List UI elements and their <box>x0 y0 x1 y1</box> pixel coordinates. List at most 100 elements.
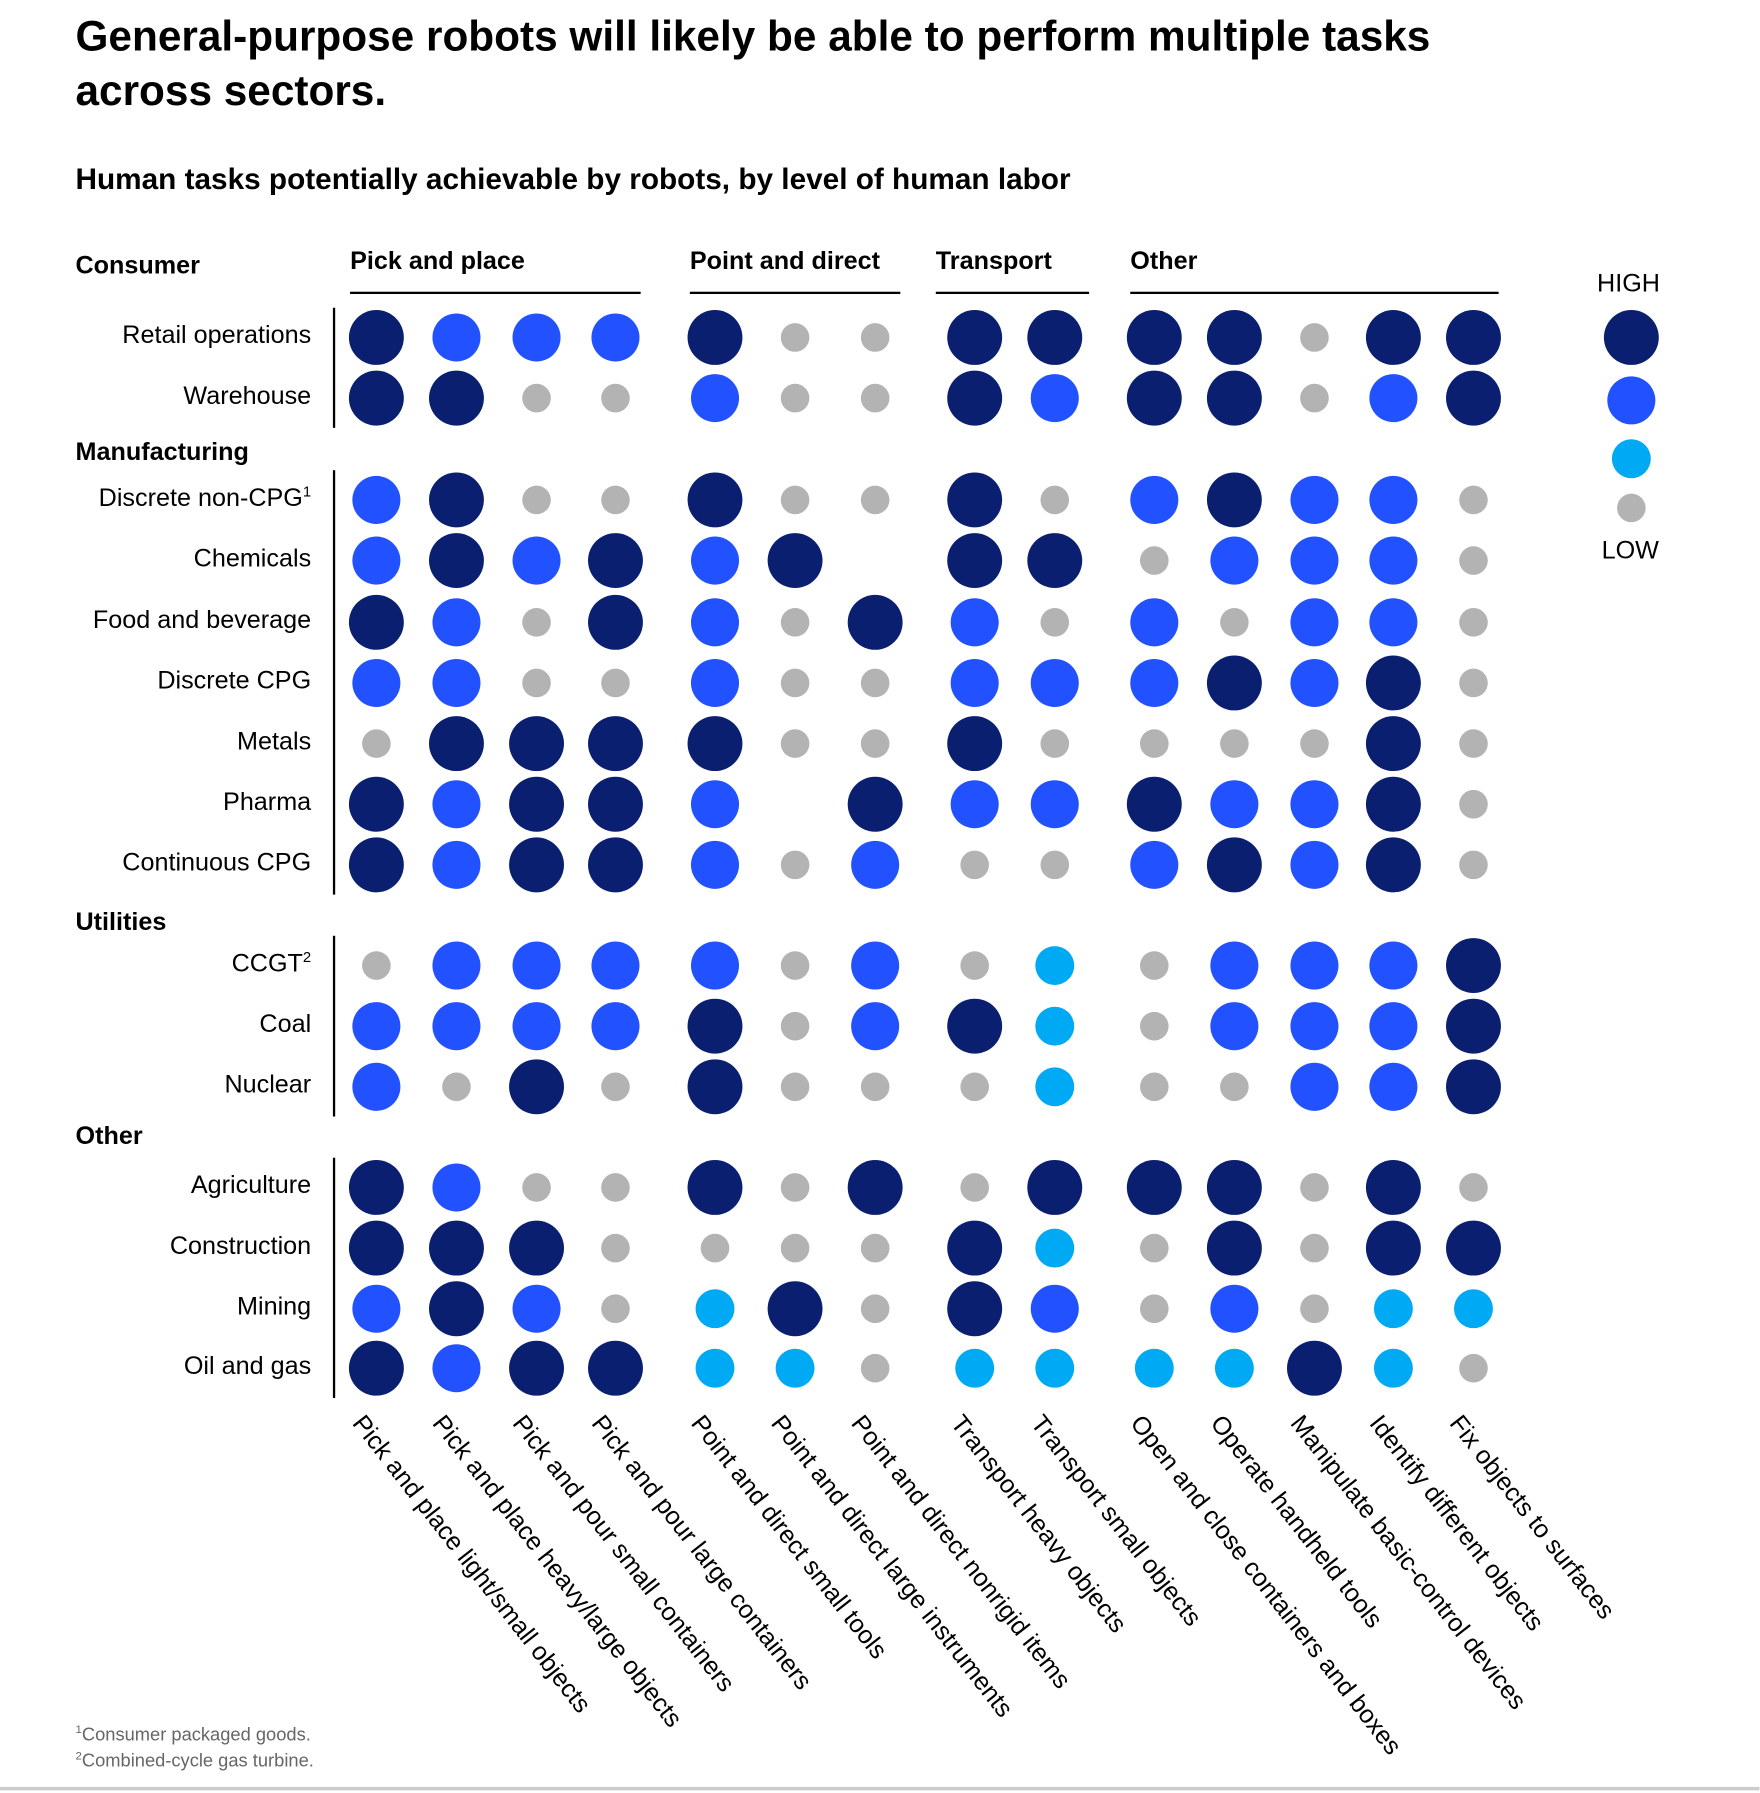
dot-3 <box>432 1163 481 1212</box>
dot-3 <box>950 658 999 707</box>
footnote-2: 2Combined-cycle gas turbine. <box>76 1750 314 1772</box>
dot-3 <box>432 1002 481 1051</box>
row-label: Pharma <box>223 787 312 816</box>
row-group-label: Consumer <box>75 250 200 280</box>
dot-2 <box>1373 1289 1413 1329</box>
dot-1 <box>1139 951 1169 980</box>
dot-3 <box>690 374 740 423</box>
dot-1 <box>1459 1173 1488 1202</box>
row-label: Chemicals <box>193 543 312 572</box>
dot-1 <box>1300 323 1329 352</box>
dot-4 <box>947 533 1003 589</box>
dot-4 <box>687 1059 743 1115</box>
dot-3 <box>1210 536 1259 585</box>
row-group-label: Utilities <box>75 907 167 936</box>
dot-2 <box>1454 1289 1493 1329</box>
dot-3 <box>1290 475 1339 524</box>
dot-3 <box>1290 1062 1339 1111</box>
dot-3 <box>1030 1284 1079 1333</box>
dot-1 <box>1040 850 1070 880</box>
dot-3 <box>1130 840 1179 889</box>
row-label: Discrete CPG <box>157 665 312 695</box>
dot-3 <box>1290 840 1339 889</box>
dot-3 <box>1210 780 1259 829</box>
dot-4 <box>1365 837 1421 893</box>
dot-4 <box>1206 655 1262 711</box>
dot-1 <box>860 1294 890 1324</box>
dot-3 <box>1030 374 1079 423</box>
dot-3 <box>591 941 640 990</box>
dot-1 <box>1459 668 1488 698</box>
dot-4 <box>947 1281 1003 1337</box>
dot-3 <box>352 1062 401 1111</box>
dot-1 <box>860 668 890 698</box>
dot-1 <box>1459 1353 1488 1383</box>
column-group-label: Other <box>1130 245 1198 275</box>
dot-3 <box>1130 475 1179 524</box>
row-label: Agriculture <box>190 1170 312 1199</box>
dot-1 <box>522 1173 551 1202</box>
dot-3 <box>851 1002 900 1051</box>
dot-1 <box>860 1233 890 1263</box>
row-group-rule <box>332 470 336 895</box>
dot-3 <box>1369 1062 1418 1111</box>
dot-4 <box>1287 1340 1342 1396</box>
footnote-1: 1Consumer packaged goods. <box>76 1724 311 1746</box>
dot-3 <box>690 536 740 585</box>
dot-4 <box>429 1220 484 1276</box>
dot-3 <box>352 1284 401 1333</box>
dot-1 <box>1139 1011 1169 1041</box>
dot-1 <box>700 1233 730 1263</box>
dot-3 <box>512 536 561 585</box>
dot-4 <box>1446 370 1501 426</box>
chart-subtitle: Human tasks potentially achievable by ro… <box>75 161 1071 196</box>
dot-4 <box>1206 837 1262 893</box>
dot-1 <box>1300 1294 1329 1324</box>
dot-4 <box>1365 716 1421 772</box>
dot-3 <box>432 658 481 707</box>
dot-3 <box>512 1284 561 1333</box>
dot-4 <box>1446 938 1501 993</box>
dot-3 <box>950 598 999 647</box>
dot-3 <box>1210 941 1259 990</box>
dot-1 <box>960 951 989 980</box>
dot-2 <box>955 1348 995 1388</box>
dot-4 <box>687 998 743 1054</box>
dot-3 <box>1369 1002 1418 1051</box>
dot-4 <box>588 776 643 832</box>
dot-1 <box>780 951 810 980</box>
dot-3 <box>591 313 640 362</box>
dot-4 <box>1446 998 1501 1054</box>
footnote-marker: 1 <box>302 482 312 500</box>
dot-2 <box>695 1289 735 1329</box>
dot-3 <box>690 658 740 707</box>
dot-3 <box>352 658 401 707</box>
row-label: Nuclear <box>224 1069 312 1099</box>
dot-4 <box>947 1220 1003 1276</box>
dot-4 <box>947 716 1003 772</box>
dot-3 <box>1290 1002 1339 1051</box>
dot-1 <box>1459 789 1488 819</box>
dot-3 <box>512 1002 561 1051</box>
legend-dot-1 <box>1617 493 1646 523</box>
footnote-text: Combined-cycle gas turbine. <box>81 1751 314 1772</box>
dot-1 <box>601 1173 630 1202</box>
dot-3 <box>1130 598 1179 647</box>
dot-3 <box>1290 658 1339 707</box>
dot-1 <box>860 383 890 413</box>
footnote-marker: 1 <box>75 1724 82 1737</box>
legend-low-label: LOW <box>1601 535 1659 564</box>
dot-1 <box>780 1233 810 1263</box>
dot-4 <box>429 370 484 426</box>
dot-1 <box>780 1072 810 1102</box>
dot-1 <box>601 383 630 413</box>
dot-1 <box>1459 485 1488 515</box>
dot-1 <box>780 608 810 637</box>
dot-4 <box>509 716 564 772</box>
dot-3 <box>1369 536 1418 585</box>
dot-1 <box>1040 608 1070 637</box>
bottom-divider <box>0 1786 1760 1791</box>
row-label: Coal <box>259 1009 312 1038</box>
dot-1 <box>780 383 810 413</box>
dot-3 <box>352 475 401 524</box>
